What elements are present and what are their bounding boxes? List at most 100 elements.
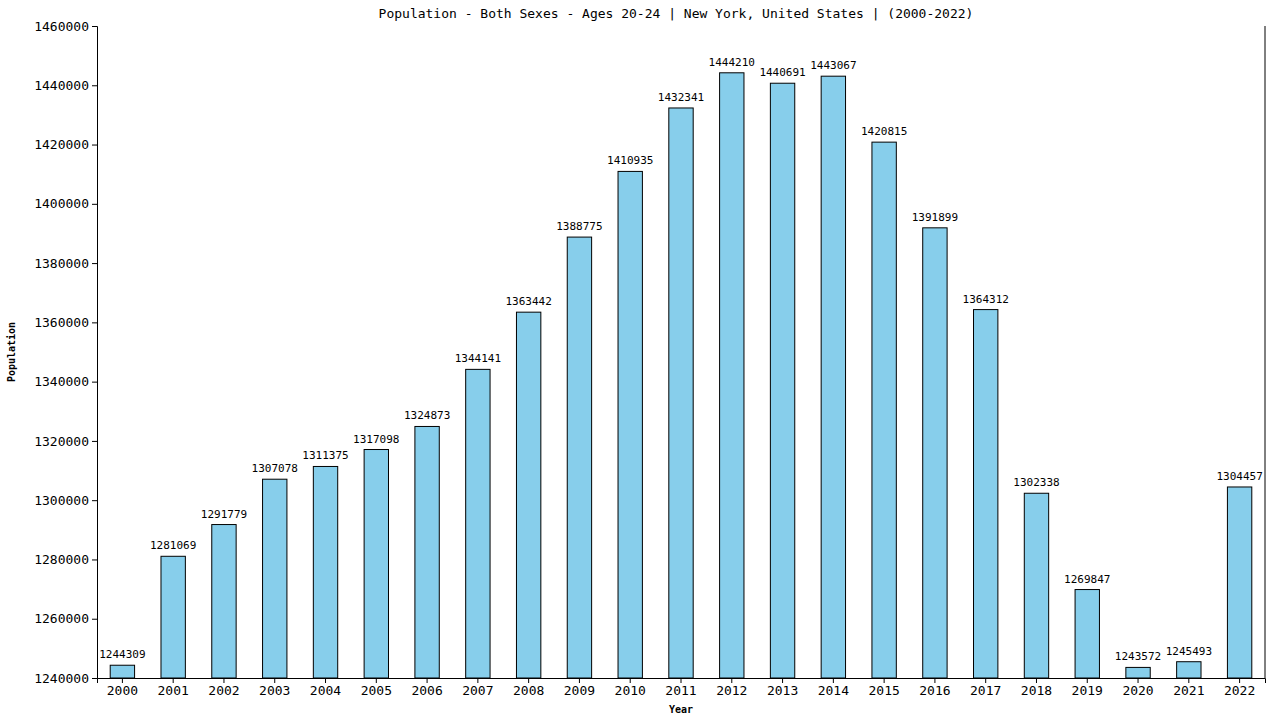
data-label: 1307078 [252,462,298,475]
bar [313,466,337,678]
y-tick-label: 1400000 [34,196,89,211]
y-tick-mark [92,441,97,442]
bar [110,665,134,678]
bar [516,312,540,678]
data-label: 1304457 [1216,470,1262,483]
y-tick-mark [92,263,97,264]
x-tick-label: 2007 [462,683,493,698]
plot: 1244309128106912917791307078131137513170… [34,19,1265,699]
bar [415,426,439,678]
bar [161,556,185,678]
title: Population - Both Sexes - Ages 20-24 | N… [379,6,974,21]
x-tick: 2004 [310,678,341,698]
y-tick-mark [92,559,97,560]
y-tick: 1320000 [34,434,97,449]
x-tick: 2002 [208,678,239,698]
bars [110,73,1252,678]
x-tick: 2022 [1224,678,1255,698]
bar [364,450,388,678]
y-tick-label: 1260000 [34,611,89,626]
y-tick: 1340000 [34,374,97,389]
data-label: 1269847 [1064,573,1110,586]
y-tick: 1240000 [34,671,97,686]
x-tick-label: 2000 [107,683,138,698]
data-label: 1324873 [404,409,450,422]
data-label: 1311375 [302,449,348,462]
data-label: 1363442 [505,295,551,308]
bar [466,369,490,678]
data-label: 1364312 [963,293,1009,306]
x-tick: 2011 [665,678,696,698]
bar [1075,590,1099,678]
y-axis-title: Population [6,322,17,382]
x-tick: 2020 [1122,678,1153,698]
y-tick-label: 1460000 [34,19,89,34]
x-tick-label: 2009 [564,683,595,698]
x-axis: 2000200120022003200420052006200720082009… [98,678,1266,698]
y-axis-line [92,27,98,679]
x-tick: 2019 [1072,678,1103,698]
y-tick: 1400000 [34,196,97,211]
y-tick: 1460000 [34,19,97,34]
y-tick-mark [92,382,97,383]
data-label: 1388775 [556,220,602,233]
y-tick-label: 1440000 [34,78,89,93]
data-label: 1317098 [353,433,399,446]
bar [1126,667,1150,678]
bar [567,237,591,678]
x-tick-label: 2013 [767,683,798,698]
x-tick-label: 2005 [361,683,392,698]
y-tick-label: 1360000 [34,315,89,330]
y-tick-mark [92,145,97,146]
bar [770,83,794,678]
y-tick-mark [92,500,97,501]
y-tick: 1300000 [34,493,97,508]
x-tick-label: 2019 [1072,683,1103,698]
data-label: 1244309 [99,648,145,661]
data-labels: 1244309128106912917791307078131137513170… [99,56,1263,664]
data-label: 1444210 [709,56,755,69]
x-tick-label: 2022 [1224,683,1255,698]
x-tick-label: 2008 [513,683,544,698]
x-tick: 2000 [107,678,138,698]
bar [872,142,896,678]
x-tick: 2007 [462,678,493,698]
x-tick: 2009 [564,678,595,698]
data-label: 1245493 [1166,645,1212,658]
x-tick: 2015 [868,678,899,698]
y-tick-mark [92,204,97,205]
x-tick: 2010 [615,678,646,698]
y-tick: 1440000 [34,78,97,93]
y-tick-label: 1320000 [34,434,89,449]
x-tick: 2012 [716,678,747,698]
x-tick-label: 2018 [1021,683,1052,698]
x-tick-label: 2015 [868,683,899,698]
bar [618,171,642,678]
x-tick: 2017 [970,678,1001,698]
y-tick: 1280000 [34,552,97,567]
x-tick: 2016 [919,678,950,698]
y-tick-mark [92,619,97,620]
bar [923,228,947,678]
x-tick: 2014 [818,678,849,698]
bar [669,108,693,678]
x-axis-title: Year [669,704,693,715]
x-tick: 2006 [411,678,442,698]
x-tick-label: 2004 [310,683,341,698]
y-tick: 1260000 [34,611,97,626]
y-tick-mark [92,678,97,679]
x-tick-label: 2001 [158,683,189,698]
data-label: 1432341 [658,91,704,104]
data-label: 1420815 [861,125,907,138]
data-label: 1281069 [150,539,196,552]
x-tick-label: 2014 [818,683,849,698]
bar [1024,493,1048,678]
y-tick: 1360000 [34,315,97,330]
x-tick-label: 2021 [1173,683,1204,698]
y-tick-label: 1240000 [34,671,89,686]
x-tick-label: 2010 [615,683,646,698]
x-tick: 2005 [361,678,392,698]
x-tick-label: 2020 [1122,683,1153,698]
bar [263,479,287,678]
bar [974,310,998,678]
